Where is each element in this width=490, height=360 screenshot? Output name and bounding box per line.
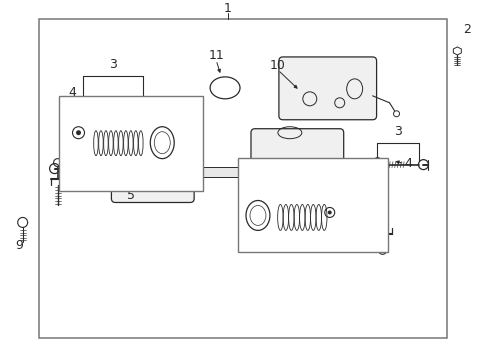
Bar	[238, 158, 388, 252]
Circle shape	[76, 130, 81, 135]
Text: 9: 9	[15, 239, 23, 252]
Text: 7: 7	[316, 233, 323, 243]
Text: 7: 7	[87, 161, 94, 171]
Bar	[190, 167, 255, 176]
Text: 4: 4	[405, 157, 413, 170]
Text: 10: 10	[270, 59, 286, 72]
Text: 5: 5	[127, 189, 135, 202]
FancyBboxPatch shape	[125, 116, 169, 147]
Bar	[39, 19, 447, 338]
Text: 6: 6	[152, 111, 159, 121]
Bar	[59, 96, 203, 190]
Text: 4: 4	[69, 86, 76, 99]
FancyBboxPatch shape	[111, 140, 194, 202]
Text: 1: 1	[224, 1, 232, 15]
Text: 8: 8	[366, 234, 373, 247]
Text: 8: 8	[69, 144, 76, 157]
Polygon shape	[453, 47, 461, 55]
Circle shape	[328, 211, 332, 215]
Text: 11: 11	[208, 49, 224, 62]
Text: 3: 3	[393, 125, 401, 138]
Text: 3: 3	[109, 58, 117, 71]
FancyBboxPatch shape	[279, 57, 377, 120]
Text: 6: 6	[254, 233, 262, 243]
Text: 5: 5	[291, 225, 299, 238]
Text: 2: 2	[464, 23, 471, 36]
FancyBboxPatch shape	[251, 129, 343, 197]
